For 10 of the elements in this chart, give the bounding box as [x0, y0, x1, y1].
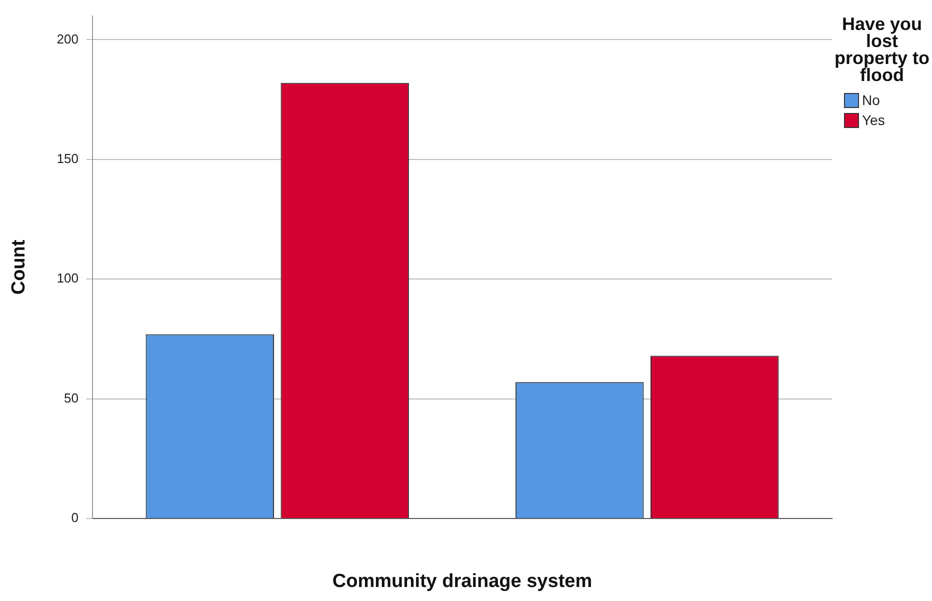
y-tick-label: 50 [64, 390, 78, 406]
y-tick-label: 150 [56, 151, 78, 166]
y-tick-label: 0 [71, 510, 78, 526]
x-axis-title: Community drainage system [332, 570, 592, 592]
legend-label: No [862, 92, 880, 108]
y-tick-label: 200 [56, 31, 78, 46]
y-tick-label: 100 [56, 270, 78, 286]
y-axis-title: Count [8, 239, 30, 295]
legend-label: Yes [862, 112, 885, 128]
legend-title: Have you lost property to flood [834, 14, 930, 85]
